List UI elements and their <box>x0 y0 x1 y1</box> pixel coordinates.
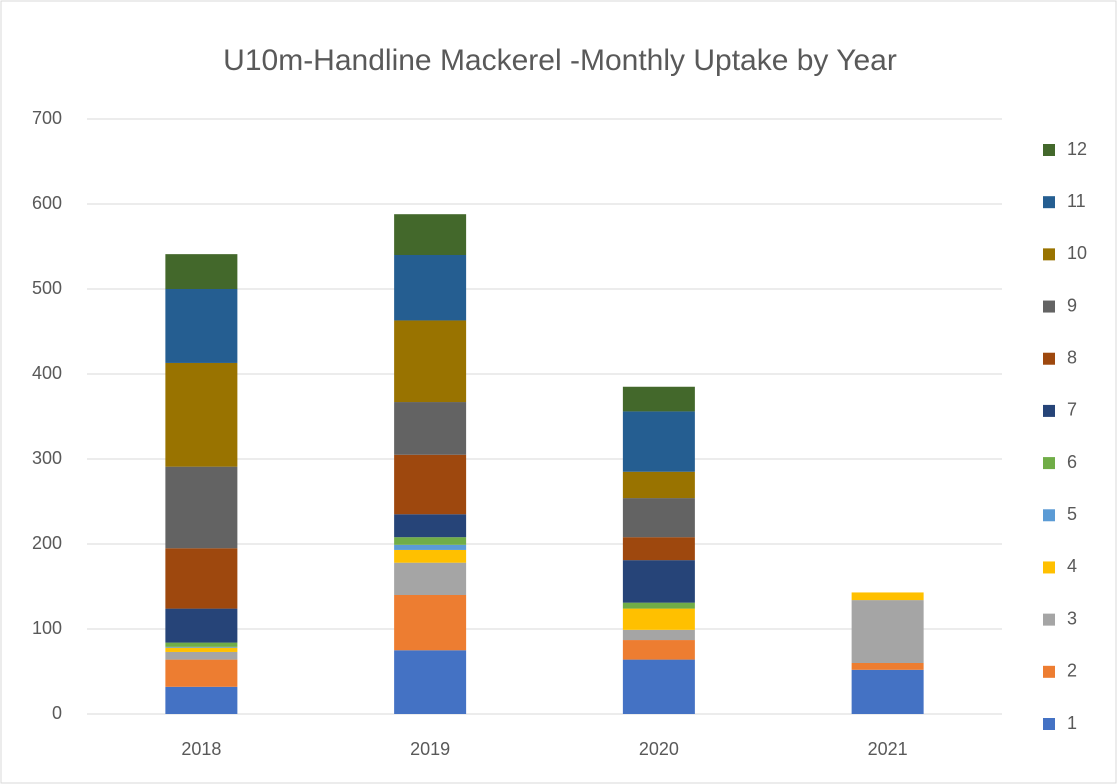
legend-swatch <box>1043 718 1055 730</box>
bar-segment <box>394 595 467 651</box>
bar-segment <box>394 650 467 714</box>
y-tick-label: 200 <box>32 533 62 553</box>
bar-segment <box>622 602 695 609</box>
legend-label: 2 <box>1067 661 1077 681</box>
bar-segment <box>622 629 695 641</box>
bar-segment <box>851 600 924 663</box>
bar-segment <box>165 608 238 643</box>
bar-segment <box>394 562 467 595</box>
legend-swatch <box>1043 561 1055 574</box>
legend-label: 11 <box>1067 191 1086 211</box>
bar-segment <box>165 466 238 549</box>
bar-segment <box>394 320 467 403</box>
legend-label: 7 <box>1067 400 1077 420</box>
x-tick-label: 2019 <box>410 739 450 759</box>
y-tick-label: 300 <box>32 448 62 468</box>
legend-label: 9 <box>1067 295 1077 315</box>
x-tick-label: 2018 <box>181 739 221 759</box>
bar-segment <box>165 289 238 363</box>
legend-swatch <box>1043 352 1055 365</box>
y-tick-label: 100 <box>32 618 62 638</box>
bar-segment <box>394 214 467 255</box>
bar-segment <box>622 537 695 561</box>
legend-swatch <box>1043 665 1055 678</box>
legend-swatch <box>1043 196 1055 209</box>
y-tick-label: 0 <box>52 703 62 723</box>
bar-segment <box>622 640 695 660</box>
bar-segment <box>165 548 238 609</box>
y-tick-label: 400 <box>32 363 62 383</box>
y-tick-label: 700 <box>32 108 62 128</box>
legend-swatch <box>1043 248 1055 261</box>
bar-segment <box>622 498 695 538</box>
legend-label: 4 <box>1067 556 1077 576</box>
bar-segment <box>622 471 695 499</box>
bar-segment <box>394 537 467 545</box>
bar-segment <box>165 659 238 687</box>
bar-segment <box>165 642 238 647</box>
bar-segment <box>165 646 238 648</box>
bar-segment <box>394 454 467 515</box>
bar-segment <box>622 411 695 472</box>
legend-label: 6 <box>1067 452 1077 472</box>
bar-segment <box>394 544 467 550</box>
legend-label: 12 <box>1067 139 1087 159</box>
bar-segment <box>394 402 467 455</box>
legend-swatch <box>1043 457 1055 470</box>
bar-segment <box>851 669 924 714</box>
chart-title: U10m-Handline Mackerel -Monthly Uptake b… <box>223 44 897 77</box>
legend-swatch <box>1043 404 1055 417</box>
bar-segment <box>165 686 238 714</box>
legend-swatch <box>1043 300 1055 313</box>
bar-segment <box>622 386 695 412</box>
legend-label: 5 <box>1067 504 1077 524</box>
bar-segment <box>394 549 467 563</box>
y-tick-label: 500 <box>32 278 62 298</box>
bar-segment <box>622 659 695 714</box>
bar-segment <box>622 560 695 603</box>
bar-segment <box>165 362 238 467</box>
legend-swatch <box>1043 613 1055 626</box>
bar-segment <box>165 647 238 652</box>
x-tick-label: 2021 <box>868 739 908 759</box>
legend-label: 10 <box>1067 243 1087 263</box>
bar-segment <box>622 608 695 630</box>
legend-label: 8 <box>1067 347 1077 367</box>
bar-segment <box>851 592 924 601</box>
bar-segment <box>851 663 924 670</box>
bar-segment <box>394 255 467 321</box>
y-tick-label: 600 <box>32 193 62 213</box>
legend-label: 3 <box>1067 608 1077 628</box>
bar-segment <box>165 254 238 289</box>
legend-swatch <box>1043 144 1055 156</box>
bar-segment <box>165 651 238 660</box>
x-tick-label: 2020 <box>639 739 679 759</box>
bar-segment <box>394 514 467 538</box>
legend-swatch <box>1043 509 1055 522</box>
legend-label: 1 <box>1067 713 1077 733</box>
